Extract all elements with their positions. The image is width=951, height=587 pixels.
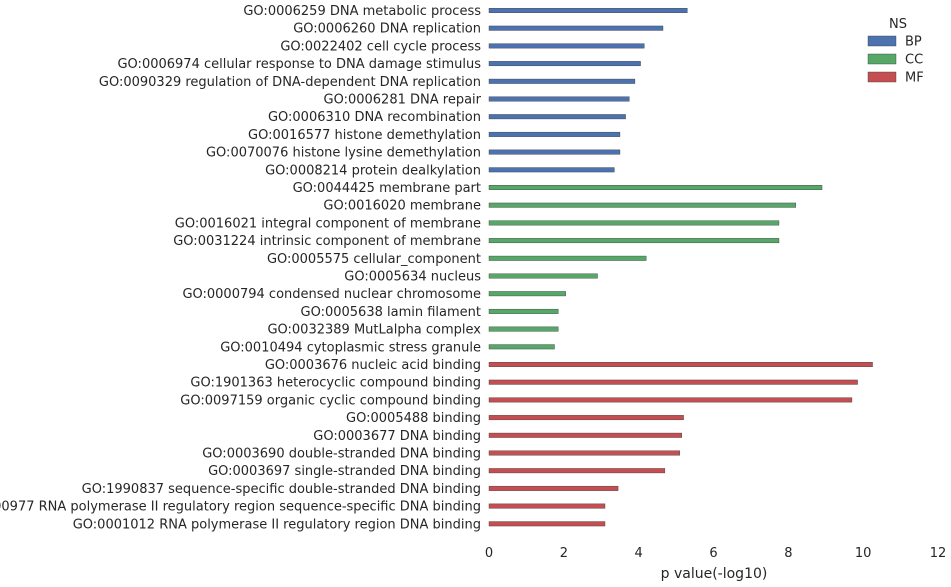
x-tick-label: 0 bbox=[485, 546, 493, 561]
bar-mf bbox=[488, 362, 873, 367]
legend: NS BP CC MF bbox=[867, 17, 924, 86]
bars-layer bbox=[488, 8, 873, 527]
category-label: GO:0006310 DNA recombination bbox=[268, 110, 481, 125]
x-tick-label: 4 bbox=[635, 546, 643, 561]
x-tick-label: 2 bbox=[560, 546, 568, 561]
legend-label-cc: CC bbox=[905, 53, 923, 68]
bar-cc bbox=[488, 185, 823, 190]
x-axis-title: p value(-log10) bbox=[661, 566, 768, 582]
category-label: GO:0070076 histone lysine demethylation bbox=[206, 146, 481, 161]
bar-cc bbox=[488, 255, 647, 261]
x-tick-label: 12 bbox=[930, 546, 947, 561]
category-label: GO:0003676 nucleic acid binding bbox=[265, 358, 481, 373]
bar-bp bbox=[488, 43, 645, 49]
category-label: GO:0022402 cell cycle process bbox=[280, 39, 481, 54]
category-label: GO:0001012 RNA polymerase II regulatory … bbox=[73, 517, 481, 532]
bar-mf bbox=[488, 485, 619, 491]
bar-cc bbox=[488, 308, 559, 314]
category-label: GO:1901363 heterocyclic compound binding bbox=[190, 376, 481, 391]
bar-bp bbox=[488, 78, 636, 84]
bar-bp bbox=[488, 96, 630, 102]
category-label: GO:0005638 lamin filament bbox=[301, 305, 481, 320]
bar-mf bbox=[488, 450, 681, 456]
category-label: GO:0003697 single-stranded DNA binding bbox=[208, 464, 481, 479]
category-labels: GO:0006259 DNA metabolic process GO:00062… bbox=[0, 4, 482, 532]
bar-bp bbox=[488, 149, 621, 155]
legend-swatch-bp bbox=[867, 35, 897, 47]
bar-mf bbox=[488, 521, 606, 527]
category-label: GO:0003677 DNA binding bbox=[313, 429, 481, 444]
legend-items: BP CC MF bbox=[867, 35, 924, 86]
category-label: GO:0010494 cytoplasmic stress granule bbox=[220, 340, 481, 355]
category-label: GO:0006281 DNA repair bbox=[324, 93, 482, 108]
x-axis-ticks: 0 2 4 6 8 10 12 bbox=[485, 546, 946, 561]
x-tick-label: 8 bbox=[784, 546, 792, 561]
x-tick-label: 6 bbox=[709, 546, 717, 561]
category-label: GO:0031224 intrinsic component of membra… bbox=[173, 234, 481, 249]
category-label: GO:0000794 condensed nuclear chromosome bbox=[182, 287, 481, 302]
bar-cc bbox=[488, 220, 780, 226]
category-label: GO:0090329 regulation of DNA-dependent D… bbox=[99, 75, 481, 90]
bar-cc bbox=[488, 238, 780, 244]
legend-title: NS bbox=[889, 17, 907, 32]
bar-cc bbox=[488, 344, 555, 350]
category-label: GO:0016021 integral component of membran… bbox=[175, 216, 481, 231]
category-label: GO:0003690 double-stranded DNA binding bbox=[202, 447, 481, 462]
category-label: GO:0016577 histone demethylation bbox=[248, 128, 481, 143]
category-label: GO:0006974 cellular response to DNA dama… bbox=[117, 57, 481, 72]
bar-bp bbox=[488, 25, 664, 31]
bar-mf bbox=[488, 415, 684, 421]
bar-mf bbox=[488, 379, 858, 385]
category-label: GO:0044425 membrane part bbox=[293, 181, 481, 196]
legend-swatch-cc bbox=[867, 53, 897, 65]
bar-cc bbox=[488, 291, 566, 297]
bar-mf bbox=[488, 503, 606, 509]
bar-mf bbox=[488, 432, 682, 438]
bar-bp bbox=[488, 61, 641, 67]
category-label: GO:0005575 cellular_component bbox=[267, 252, 481, 267]
bar-bp bbox=[488, 8, 688, 13]
bar-bp bbox=[488, 114, 626, 120]
category-label: GO:0005634 nucleus bbox=[344, 270, 481, 285]
category-label: GO:0032389 MutLalpha complex bbox=[267, 323, 481, 338]
category-label: GO:0006259 DNA metabolic process bbox=[243, 4, 481, 19]
bar-cc bbox=[488, 326, 559, 332]
bar-bp bbox=[488, 167, 615, 173]
category-label: GO:0006260 DNA replication bbox=[293, 22, 481, 37]
category-label: GO:0016020 membrane bbox=[323, 199, 481, 214]
category-label: GO:0005488 binding bbox=[346, 411, 481, 426]
legend-label-bp: BP bbox=[905, 35, 922, 50]
bar-cc bbox=[488, 273, 598, 279]
category-label: GO:0097159 organic cyclic compound bindi… bbox=[180, 393, 481, 408]
category-label: GO:0008214 protein dealkylation bbox=[265, 163, 481, 178]
bar-cc bbox=[488, 202, 797, 208]
x-tick-label: 10 bbox=[855, 546, 872, 561]
bar-bp bbox=[488, 131, 621, 137]
bar-mf bbox=[488, 397, 853, 403]
category-label: GO:0000977 RNA polymerase II regulatory … bbox=[0, 500, 481, 515]
category-label: GO:1990837 sequence-specific double-stra… bbox=[82, 482, 481, 497]
legend-label-mf: MF bbox=[905, 71, 924, 86]
legend-swatch-mf bbox=[867, 71, 897, 83]
bar-mf bbox=[488, 468, 666, 474]
